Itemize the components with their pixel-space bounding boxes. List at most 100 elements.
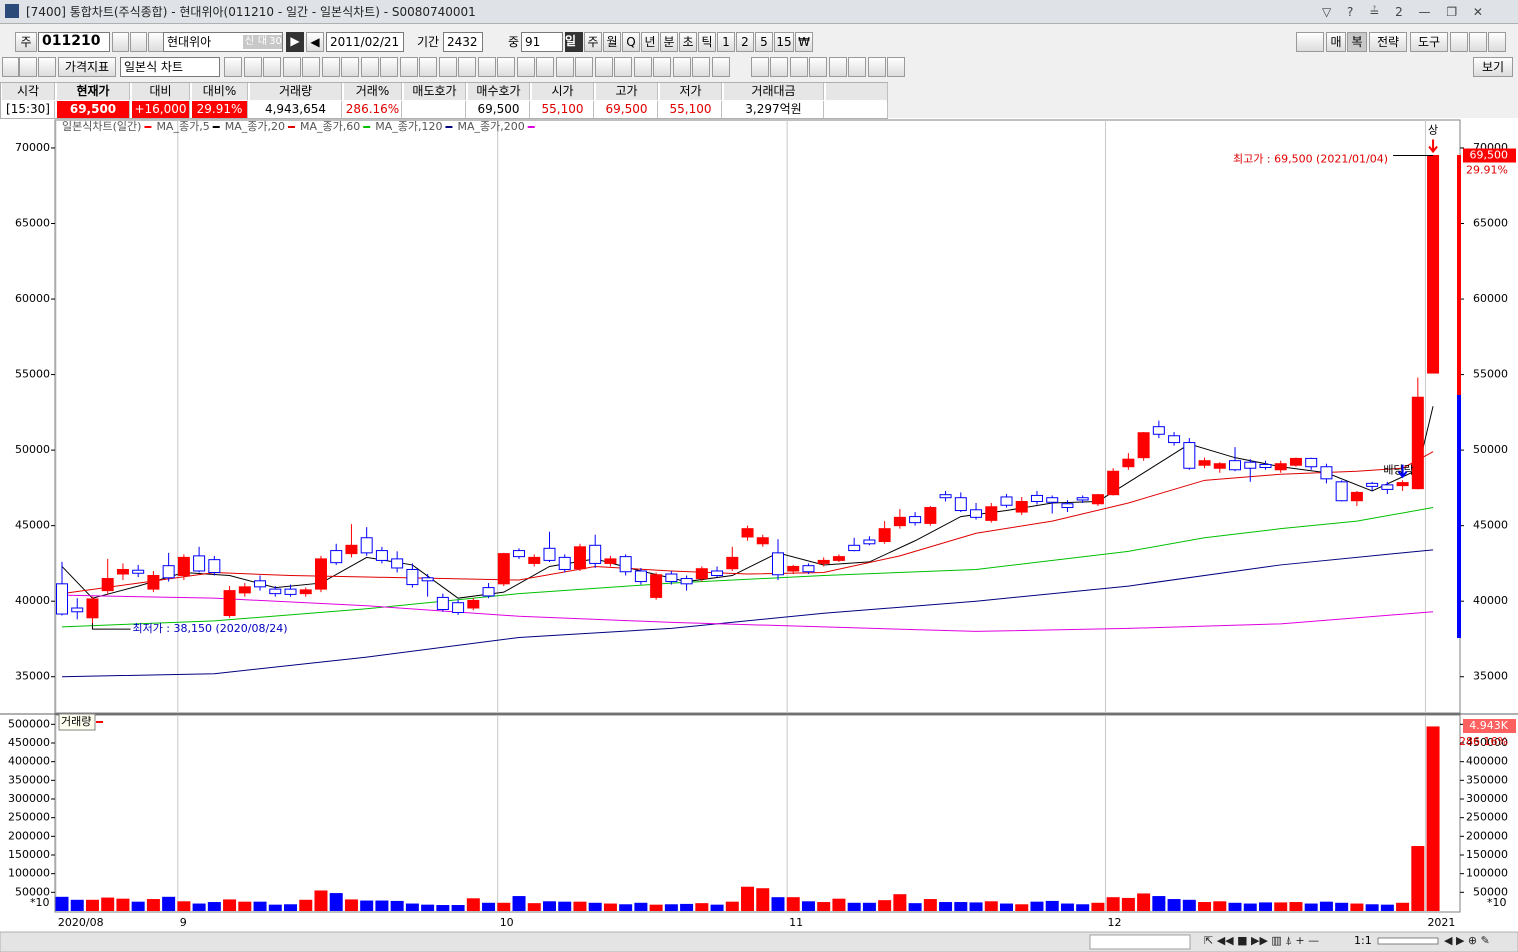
candle-body [1091,494,1104,505]
interval-button[interactable]: 1 [717,32,735,52]
tool-icon[interactable] [283,57,301,77]
tool-icon[interactable] [673,57,691,77]
tool-icon[interactable] [38,57,56,77]
volume-bar [85,899,99,911]
tool-icon[interactable] [458,57,476,77]
tool-icon[interactable] [634,57,652,77]
market-button[interactable]: 주 [15,32,37,52]
tool-icon[interactable] [224,57,242,77]
interval-button[interactable]: 년 [641,32,659,52]
view-button[interactable]: 보기 [1473,57,1513,77]
tool-icon[interactable] [263,57,281,77]
price-marker [1463,148,1516,163]
tool-icon[interactable] [829,57,847,77]
currency-button[interactable]: ₩ [795,32,813,52]
volume-bar [1182,899,1196,911]
tool-icon[interactable] [751,57,769,77]
interval-button[interactable]: Q [622,32,640,52]
y-tick-label: 60000 [15,292,50,305]
tool-icon[interactable] [790,57,808,77]
volume-bar [1243,903,1257,911]
tool-icon[interactable] [887,57,905,77]
ma-line [61,594,1434,632]
right-button[interactable]: 전략 [1369,32,1407,52]
annotation: 배당락 [1383,464,1413,477]
tool-icon[interactable] [712,57,730,77]
prev-button[interactable]: ◀ [306,32,324,52]
interval-button[interactable]: 일 [565,32,583,52]
interval-button[interactable]: 틱 [698,32,716,52]
candle-body [101,578,114,592]
interval-button[interactable]: 초 [679,32,697,52]
window-controls[interactable]: ▽ ? ≟ 2 — ❐ ✕ [1322,5,1489,19]
tool-icon[interactable] [536,57,554,77]
date-input[interactable]: 2011/02/21 [326,32,404,52]
candle-body [832,556,845,561]
tool-icon[interactable] [653,57,671,77]
volume-bar [710,904,724,911]
interval-button[interactable]: 2 [736,32,754,52]
tool-icon[interactable] [575,57,593,77]
candle-body [1335,481,1348,502]
tool-icon[interactable] [497,57,515,77]
tool-icon[interactable] [478,57,496,77]
candle-body [1244,461,1257,469]
tool-icon[interactable] [692,57,710,77]
tool-icon[interactable] [341,57,359,77]
candle-body [848,544,861,552]
tool-icon[interactable] [112,32,129,52]
tool-icon[interactable] [770,57,788,77]
volume-bar [1152,896,1166,911]
tool-icon[interactable] [1469,32,1487,52]
y-tick-label: 35000 [1473,670,1508,683]
tool-icon[interactable] [19,57,37,77]
y-tick-label: 70000 [15,141,50,154]
quote-header: 거래% [344,83,402,100]
tool-icon[interactable] [130,32,147,52]
volume-bar [329,893,343,911]
tool-icon[interactable] [322,57,340,77]
indicator-button[interactable]: 가격지표 [58,57,116,77]
volume-bar [527,903,541,911]
tool-icon[interactable] [868,57,886,77]
tool-icon[interactable] [1488,32,1506,52]
tool-icon[interactable] [302,57,320,77]
tool-icon[interactable] [848,57,866,77]
quote-header: 매도호가 [404,83,466,100]
volume-bar [954,902,968,911]
tool-icon[interactable] [809,57,827,77]
tool-icon[interactable] [380,57,398,77]
candle-body [695,568,708,580]
tool-icon[interactable] [400,57,418,77]
right-button[interactable]: 복 [1347,32,1367,52]
quote-value [404,101,466,118]
interval-button[interactable]: 15 [774,32,794,52]
candle-body [573,546,586,570]
period-input[interactable]: 2432 [443,32,483,52]
interval-button[interactable]: 월 [603,32,621,52]
tool-icon[interactable] [556,57,574,77]
tool-icon[interactable] [595,57,613,77]
quote-value: 69,500 [57,101,130,118]
interval-button[interactable]: 분 [660,32,678,52]
code-input[interactable]: 011210 [38,32,110,52]
count-input[interactable]: 91 [521,32,563,52]
tool-icon[interactable] [361,57,379,77]
volume-bar [695,903,709,911]
chart-style-select[interactable]: 일본식 차트 [120,57,220,77]
right-button[interactable]: 매 [1326,32,1346,52]
tool-icon[interactable] [419,57,437,77]
next-button[interactable]: ▶ [286,32,304,52]
tool-icon[interactable] [2,57,19,77]
interval-button[interactable]: 5 [755,32,773,52]
interval-button[interactable]: 주 [584,32,602,52]
right-button[interactable]: 도구 [1410,32,1448,52]
tool-icon[interactable] [614,57,632,77]
tool-icon[interactable] [517,57,535,77]
tool-icon[interactable] [1450,32,1468,52]
tool-icon[interactable] [439,57,457,77]
candle-body [1137,432,1150,459]
period-label: 기간 [417,35,440,49]
cloud-button[interactable] [1296,32,1324,52]
tool-icon[interactable] [244,57,262,77]
